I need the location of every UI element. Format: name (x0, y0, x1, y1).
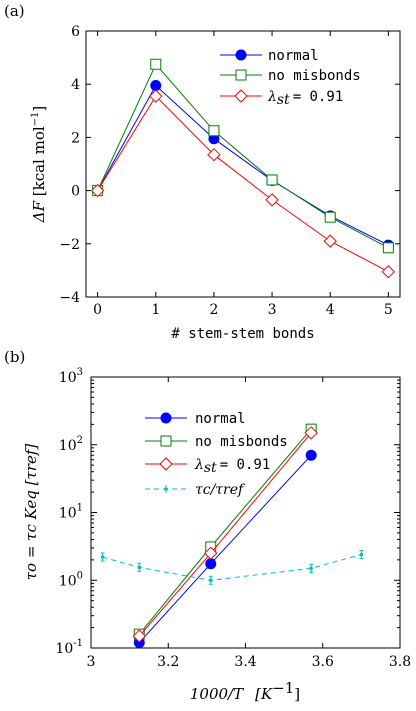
b-ytick-label: 10-1 (55, 638, 83, 657)
b-normal-point (305, 449, 317, 461)
a-no-misbonds-point (150, 58, 162, 70)
legend-a-lambda-marker (234, 89, 248, 103)
a-st-0-91-point (207, 147, 221, 162)
legend-b-nomis-label: no misbonds (195, 434, 288, 450)
a-ytick-label: 6 (71, 24, 80, 40)
legend-a-nomis-marker (235, 69, 247, 81)
b-xtick-label: 3 (87, 654, 96, 670)
panel-b-legend: normal no misbonds λst = 0.91 τc/τref (145, 411, 288, 498)
b-st-0-91-point (304, 426, 318, 440)
a-st-0-91-point (323, 234, 337, 248)
a-no-misbonds-point (324, 211, 336, 223)
b-c-ref-point (100, 555, 105, 559)
panel-b-ticks: 3 3.2 3.4 3.6 3.8 10-1 100 101 102 103 (55, 367, 411, 670)
panel-b-series (100, 423, 364, 649)
b-c-ref-line (102, 554, 362, 581)
b-xtick-label: 3.2 (157, 654, 179, 670)
b-xtick-label: 3.8 (389, 654, 411, 670)
legend-b-tau-label: τc/τref (195, 482, 246, 498)
panel-b-xlabel: 1000/T [K−1] (190, 679, 300, 703)
panel-a-ticks: 0 1 2 3 4 5 −4 −2 0 2 4 6 (59, 24, 400, 318)
a-no-misbonds-point (382, 242, 394, 254)
panel-a-label: (a) (4, 2, 25, 20)
a-xtick-label: 0 (93, 302, 102, 318)
panel-a-xlabel: # stem-stem bonds (171, 326, 314, 342)
b-c-ref-point (359, 552, 364, 557)
a-ytick-label: 2 (71, 130, 80, 146)
legend-a-normal-marker (235, 49, 247, 61)
a-normal-point (150, 80, 162, 92)
b-ytick-label: 102 (59, 435, 83, 454)
svg-text:τo = τc Keq [τref]: τo = τc Keq [τref] (22, 444, 40, 581)
b-ytick-label: 101 (59, 503, 83, 522)
a-xtick-label: 2 (209, 302, 218, 318)
a-xtick-label: 3 (268, 302, 277, 318)
legend-a-nomis-label: no misbonds (268, 68, 361, 84)
b-normal-point (205, 558, 217, 570)
panel-b-ylabel: τo = τc Keq [τref] (22, 444, 40, 581)
legend-b-tau-marker (164, 487, 168, 491)
a-ytick-label: −2 (59, 237, 80, 253)
a-st-0-91-line (97, 95, 389, 273)
b-c-ref-point (309, 566, 313, 571)
b-ytick-label: 100 (59, 570, 83, 589)
a-ylabel-close: ] (30, 106, 48, 112)
a-normal-line (97, 84, 389, 246)
b-xtick-label: 3.6 (312, 654, 334, 670)
svg-text:ΔF [kcal mol−1]: ΔF [kcal mol−1] (30, 106, 48, 224)
a-no-misbonds-point (208, 125, 220, 137)
b-xtick-label: 3.4 (234, 654, 256, 670)
a-xtick-label: 4 (326, 302, 335, 318)
panel-a-axes-frame (85, 30, 401, 298)
a-ylabel-delta: ΔF (30, 200, 48, 223)
a-ylabel-exp: −1 (30, 112, 41, 127)
b-c-ref-point (208, 578, 213, 583)
a-ytick-label: 0 (71, 184, 80, 200)
b-st-0-91-point (132, 629, 146, 643)
legend-a-normal-label: normal (268, 48, 319, 64)
a-ylabel-units: [kcal mol (30, 126, 48, 196)
panel-a-legend: normal no misbonds λst = 0.91 (220, 48, 361, 108)
b-c-ref-point (137, 565, 142, 570)
a-st-0-91-point (265, 193, 279, 207)
panel-b-label: (b) (4, 348, 25, 366)
a-st-0-91-point (149, 89, 163, 103)
panel-a-ylabel: ΔF [kcal mol−1] (30, 106, 48, 224)
legend-b-normal-marker (160, 412, 172, 424)
a-st-0-91-point (381, 265, 396, 279)
legend-b-lambda-label: λst = 0.91 (194, 457, 270, 476)
panel-a-series (90, 58, 396, 279)
a-ytick-label: 4 (71, 77, 80, 93)
a-st-0-91-point (90, 183, 105, 198)
legend-b-nomis-marker (160, 435, 172, 447)
a-no-misbonds-point (266, 174, 278, 186)
a-no-misbonds-line (97, 63, 389, 249)
b-ytick-label: 103 (59, 367, 83, 386)
a-ytick-label: −4 (59, 290, 80, 306)
b-st-0-91-point (204, 546, 218, 560)
a-xtick-label: 5 (384, 302, 393, 318)
legend-a-lambda-label: λst = 0.91 (267, 89, 343, 108)
a-xtick-label: 1 (151, 302, 160, 318)
legend-b-normal-label: normal (195, 411, 246, 427)
legend-b-lambda-marker (159, 457, 173, 471)
